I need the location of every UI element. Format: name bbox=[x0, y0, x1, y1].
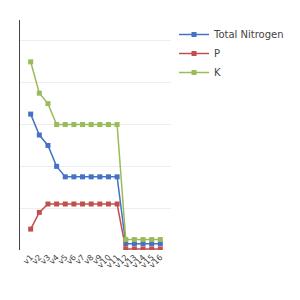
svg-text:v2: v2 bbox=[30, 253, 43, 266]
svg-text:v5: v5 bbox=[56, 253, 69, 266]
svg-text:v14: v14 bbox=[130, 253, 147, 270]
svg-text:K: K bbox=[214, 67, 221, 78]
svg-text:v10: v10 bbox=[96, 253, 113, 270]
svg-text:Total Nitrogen: Total Nitrogen bbox=[213, 29, 284, 40]
svg-text:v3: v3 bbox=[39, 253, 52, 266]
svg-text:v4: v4 bbox=[48, 253, 61, 266]
svg-text:v8: v8 bbox=[82, 253, 95, 266]
svg-text:v11: v11 bbox=[104, 253, 121, 270]
svg-text:v16: v16 bbox=[148, 253, 165, 270]
svg-text:v7: v7 bbox=[73, 253, 86, 266]
svg-text:v6: v6 bbox=[65, 253, 78, 266]
svg-text:P: P bbox=[214, 48, 220, 59]
svg-text:v13: v13 bbox=[122, 253, 139, 270]
svg-text:v9: v9 bbox=[91, 253, 104, 266]
svg-text:v12: v12 bbox=[113, 253, 130, 270]
svg-text:v1: v1 bbox=[22, 253, 35, 266]
svg-text:v15: v15 bbox=[139, 253, 156, 270]
